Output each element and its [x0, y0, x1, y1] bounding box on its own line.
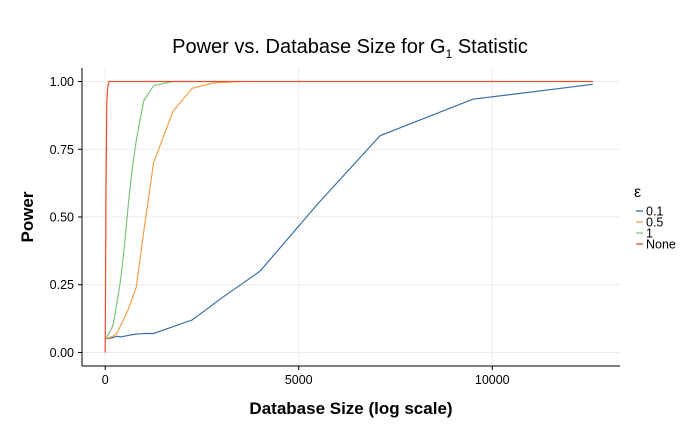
legend-label: 1 [646, 227, 653, 241]
legend-label: 0.1 [646, 205, 663, 219]
y-tick-label: 0.50 [50, 211, 74, 225]
y-tick-label: 1.00 [50, 75, 74, 89]
legend-title: ε [634, 184, 641, 201]
y-tick-label: 0.75 [50, 143, 74, 157]
chart-title: Power vs. Database Size for G1 Statistic [172, 36, 528, 61]
series-line-0-5 [105, 80, 241, 340]
x-axis-ticks: 0 5000 10000 [102, 366, 510, 387]
grid-lines [82, 68, 620, 366]
x-tick-label: 0 [102, 373, 109, 387]
series-line-0-1 [105, 83, 593, 340]
series-lines [104, 80, 593, 353]
y-tick-label: 0.25 [50, 278, 74, 292]
x-tick-label: 10000 [475, 373, 510, 387]
y-tick-label: 0.00 [50, 346, 74, 360]
y-axis-title: Power [18, 191, 37, 242]
x-axis-title: Database Size (log scale) [249, 399, 452, 418]
series-line-none [104, 80, 593, 353]
x-tick-label: 5000 [285, 373, 313, 387]
legend-label: None [646, 238, 676, 252]
series-line-1 [104, 80, 193, 340]
y-axis-ticks: 0.00 0.25 0.50 0.75 1.00 [50, 75, 82, 360]
legend-label: 0.5 [646, 216, 663, 230]
